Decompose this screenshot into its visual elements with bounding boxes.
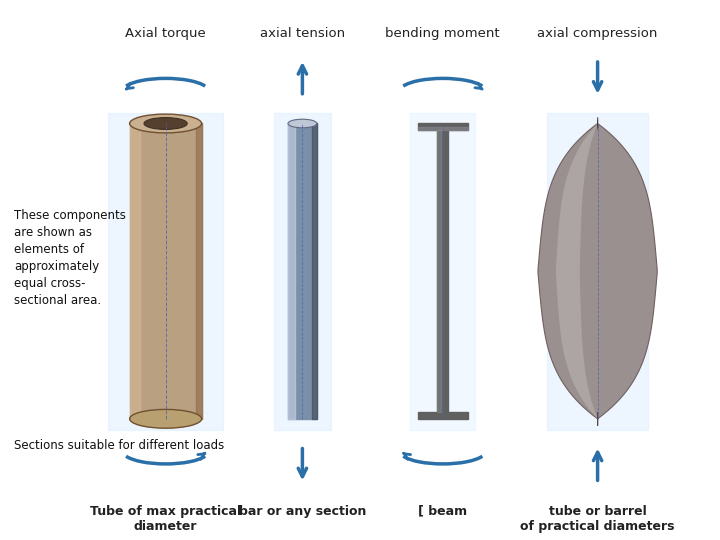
Bar [288, 124, 295, 419]
Ellipse shape [130, 409, 202, 428]
Text: These components
are shown as
elements of
approximately
equal cross-
sectional a: These components are shown as elements o… [14, 209, 126, 307]
Text: Axial torque: Axial torque [125, 27, 206, 40]
Bar [418, 127, 468, 130]
Bar [130, 124, 140, 419]
Bar [418, 124, 468, 130]
Text: Tube of max practical
diameter: Tube of max practical diameter [90, 505, 241, 533]
Bar [274, 113, 331, 429]
Text: bar or any section: bar or any section [239, 505, 366, 518]
Polygon shape [556, 124, 598, 419]
Bar [418, 413, 468, 419]
Bar [288, 124, 317, 419]
Text: tube or barrel
of practical diameters: tube or barrel of practical diameters [521, 505, 675, 533]
Text: bending moment: bending moment [385, 27, 500, 40]
Bar [410, 113, 475, 429]
Text: axial compression: axial compression [537, 27, 658, 40]
Text: axial tension: axial tension [260, 27, 345, 40]
Ellipse shape [288, 119, 317, 128]
Bar [130, 124, 202, 419]
Bar [547, 113, 648, 429]
Bar [438, 130, 448, 413]
Ellipse shape [144, 118, 187, 130]
Ellipse shape [130, 114, 202, 133]
Bar [438, 130, 441, 413]
Text: [ beam: [ beam [418, 505, 467, 518]
Text: Sections suitable for different loads: Sections suitable for different loads [14, 439, 225, 452]
Bar [108, 113, 223, 429]
Bar [312, 124, 317, 419]
Polygon shape [538, 124, 657, 419]
Bar [196, 124, 202, 419]
